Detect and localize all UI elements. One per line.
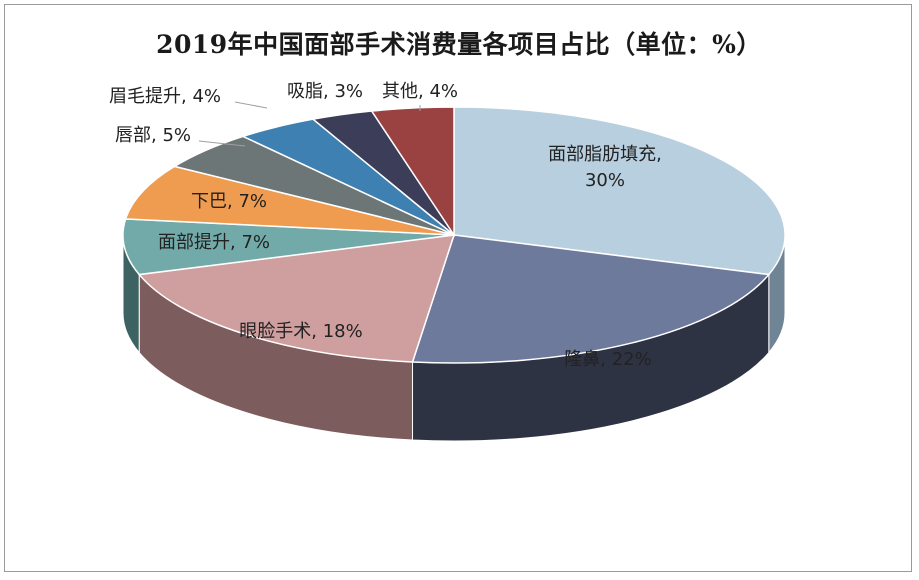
chart-frame: 2019年中国面部手术消费量各项目占比（单位：%） 面部脂肪填充, 30% 隆鼻, … (4, 4, 912, 572)
chart-title: 2019年中国面部手术消费量各项目占比（单位：%） (156, 30, 762, 59)
pie-slice-0 (453, 106, 786, 276)
leader-line-5 (198, 140, 246, 147)
pie-slice-2 (137, 234, 456, 363)
slice-label-6: 眉毛提升, 4% (109, 86, 221, 107)
pie-sides (122, 234, 786, 442)
pie-slice-8 (370, 106, 455, 238)
slice-label-4: 下巴, 7% (191, 191, 267, 212)
pie-slice-4 (124, 165, 455, 236)
pie-slice-1 (411, 234, 771, 364)
pie-labels: 面部脂肪填充, 30% 隆鼻, 22% 眼脸手术, 18% 面部提升, 7% 下巴, 7%… (109, 81, 662, 370)
slice-label-5: 唇部, 5% (115, 125, 191, 146)
pie-top (122, 106, 786, 364)
slice-label-1: 隆鼻, 22% (564, 349, 651, 370)
pie-chart: 面部脂肪填充, 30% 隆鼻, 22% 眼脸手术, 18% 面部提升, 7% 下巴, 7%… (109, 81, 786, 442)
slice-label-8: 其他, 4% (382, 81, 458, 102)
slice-label-0: 面部脂肪填充, 30% (548, 144, 662, 191)
pie-slice-3 (122, 218, 455, 276)
slice-label-2: 眼脸手术, 18% (239, 321, 362, 342)
leader-line-6 (234, 101, 268, 109)
slice-label-7: 吸脂, 3% (287, 81, 363, 102)
slice-label-3: 面部提升, 7% (158, 232, 270, 253)
